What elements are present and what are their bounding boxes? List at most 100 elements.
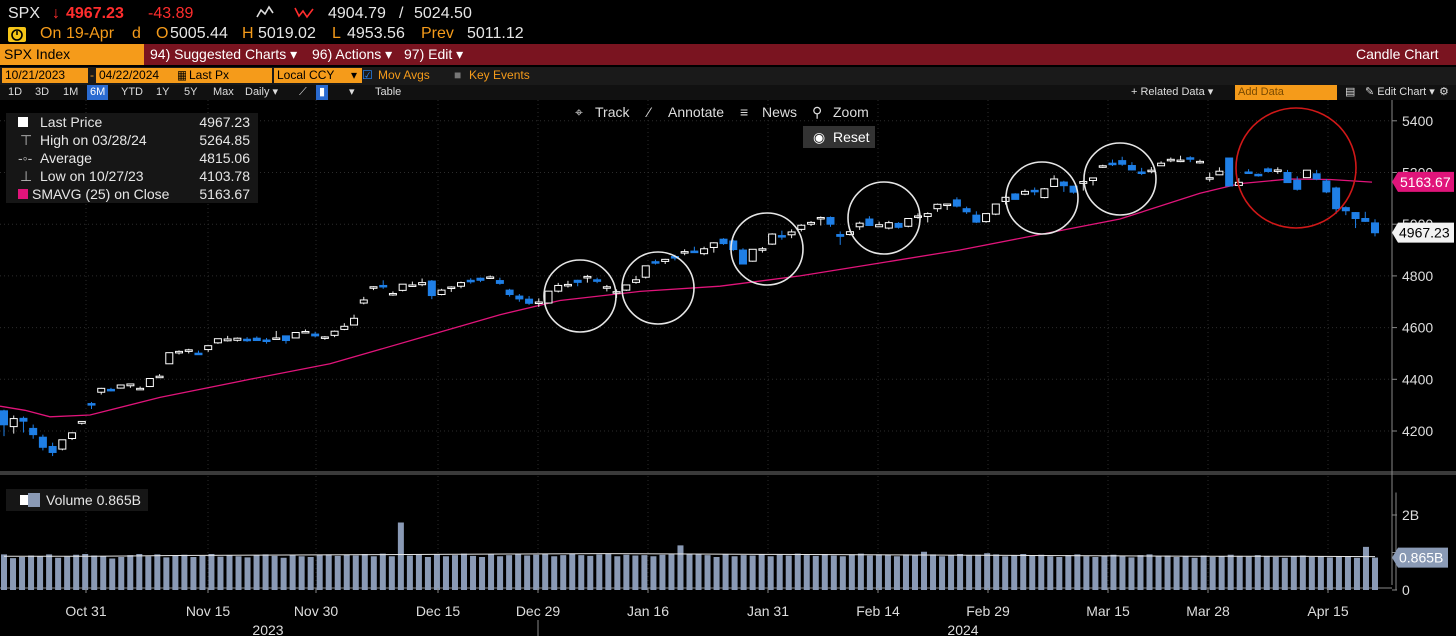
volume-bar [1101, 555, 1108, 590]
news-icon[interactable]: ≡ [740, 104, 749, 120]
volume-value-label: 0.865B [1399, 550, 1443, 566]
volume-bar [253, 555, 260, 590]
x-tick-label: Jan 31 [747, 603, 789, 619]
candle-body [1254, 173, 1263, 177]
x-tick-label: Dec 15 [416, 603, 461, 619]
track-icon[interactable]: ⌖ [575, 104, 583, 120]
volume-bar [524, 555, 531, 590]
candle-body [359, 299, 368, 304]
candle-body [855, 222, 864, 228]
annotate-icon[interactable]: ⁄ [648, 104, 651, 120]
suggested-charts-menu[interactable]: 94) Suggested Charts ▾ [150, 46, 298, 62]
mov-avgs-toggle[interactable]: Mov Avgs [378, 68, 430, 82]
volume-bar [569, 554, 576, 590]
date-from-field[interactable]: 10/21/2023 [2, 68, 88, 83]
volume-bar [82, 554, 89, 590]
highlight-circle [847, 181, 921, 255]
volume-bar [1002, 556, 1009, 590]
zoom-icon[interactable]: ⚲ [812, 104, 823, 120]
volume-bar [1272, 557, 1279, 590]
period-1y[interactable]: 1Y [156, 86, 170, 98]
chevron-down-icon[interactable]: ▾ [348, 68, 362, 83]
volume-bar [316, 555, 323, 590]
period-ytd[interactable]: YTD [121, 86, 143, 98]
table-button[interactable]: Table [375, 86, 402, 98]
legend-value: 4815.06 [199, 150, 250, 166]
volume-bar [91, 555, 98, 590]
period-6m[interactable]: 6M [87, 85, 109, 100]
volume-bar [948, 555, 955, 590]
clock-icon [8, 27, 26, 47]
candle-body [281, 335, 290, 342]
candle-body [87, 403, 96, 406]
y-tick-label: 4600 [1402, 320, 1433, 336]
candle-body [972, 214, 981, 223]
security-tag[interactable]: SPX Index [0, 44, 144, 65]
legend-value: 5264.85 [199, 132, 250, 148]
news-button[interactable]: News [762, 104, 798, 120]
candle-body [243, 338, 252, 342]
candle-body [379, 284, 388, 288]
quote-header: SPX ↓ 4967.23 -43.89 4904.79 / 5024.50 O… [0, 0, 1456, 44]
candle-body [836, 234, 845, 237]
candle-body [583, 275, 592, 279]
settings-icon[interactable]: ⚙ [1439, 86, 1449, 98]
last-price-tag [1392, 222, 1454, 243]
volume-value-tag [1392, 547, 1448, 568]
volume-bar [812, 555, 819, 590]
period-5y[interactable]: 5Y [184, 86, 198, 98]
key-events-toggle[interactable]: Key Events [469, 68, 530, 82]
legend-label: SMAVG (25) on Close [32, 186, 170, 202]
candle-body [223, 338, 232, 342]
annotation-circles [543, 107, 1357, 333]
edit-chart-menu[interactable]: ✎ Edit Chart ▾ [1365, 86, 1435, 98]
candle-body [1322, 180, 1331, 193]
chevron-down-icon[interactable]: ▾ [349, 86, 355, 98]
volume-bar [821, 554, 828, 590]
candle-body [719, 238, 728, 245]
candle-body [1371, 222, 1379, 234]
period-max[interactable]: Max [213, 86, 234, 98]
candle-body [505, 289, 514, 296]
layers-icon[interactable]: ▤ [1345, 86, 1356, 98]
candle-body [622, 284, 631, 291]
highlight-circle [621, 251, 695, 325]
volume-bar [1236, 555, 1243, 590]
period-1m[interactable]: 1M [63, 86, 79, 98]
date-to-field[interactable]: 04/22/2024 [96, 68, 176, 83]
legend-last: Last Price 4967.23 [6, 113, 258, 131]
volume-bar [749, 555, 756, 590]
track-button[interactable]: Track [595, 104, 630, 120]
volume-bar [352, 555, 359, 590]
line-chart-icon[interactable]: ⟋ [299, 86, 307, 98]
zoom-button[interactable]: Zoom [833, 104, 869, 120]
range-low: 4904.79 [328, 5, 386, 22]
volume-bar [542, 554, 549, 590]
candle-chart-icon[interactable]: ▮ [316, 85, 329, 100]
candle-body [1127, 165, 1136, 171]
calendar-icon[interactable]: ▦ [174, 68, 188, 83]
volume-bar [668, 554, 675, 590]
add-data-input[interactable]: Add Data [1235, 85, 1337, 100]
field-select[interactable]: Last Px [186, 68, 272, 83]
related-data-menu[interactable]: + Related Data ▾ [1131, 86, 1214, 98]
x-tick-label: Nov 30 [294, 603, 339, 619]
volume-bar [614, 556, 621, 590]
volume-y-tick-label: 2B [1402, 507, 1419, 523]
reset-button[interactable]: ◉ Reset [803, 126, 875, 148]
volume-bar [677, 545, 684, 590]
year-label: 2024 [947, 622, 978, 636]
volume-bar [1038, 554, 1045, 590]
edit-menu[interactable]: 97) Edit ▾ [404, 46, 464, 62]
candle-body [9, 418, 18, 428]
currency-select[interactable]: Local CCY [274, 68, 350, 83]
checkbox-icon[interactable]: ■ [454, 68, 462, 82]
volume-bar [415, 554, 422, 590]
actions-menu[interactable]: 96) Actions ▾ [312, 46, 393, 62]
period-1d[interactable]: 1D [8, 86, 23, 98]
period-3d[interactable]: 3D [35, 86, 50, 98]
annotate-button[interactable]: Annotate [668, 104, 725, 120]
volume-bar [1290, 556, 1297, 590]
frequency-select[interactable]: Daily ▾ [245, 86, 279, 98]
checkbox-checked-icon[interactable]: ☑ [362, 68, 373, 82]
